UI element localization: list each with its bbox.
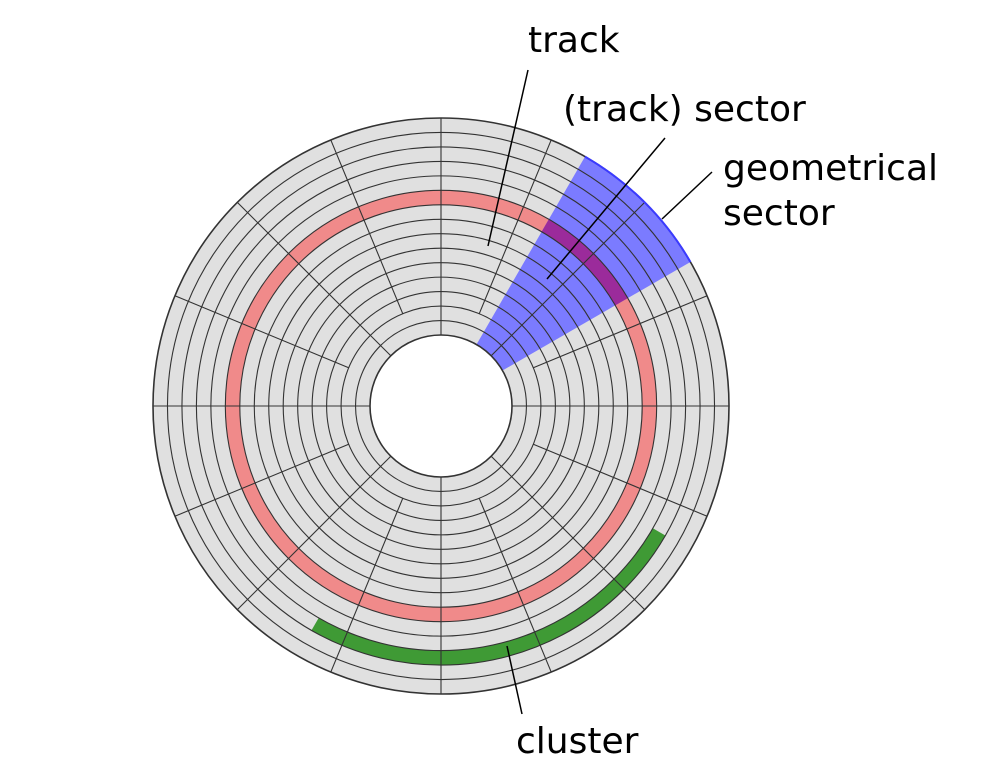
- sector-line-3: [478, 498, 552, 673]
- sector-line-1: [533, 443, 708, 517]
- geometrical-sector-border: [584, 155, 692, 263]
- track-circle-0: [369, 334, 513, 478]
- cluster-label: cluster: [516, 721, 639, 762]
- geometrical-sector-label-line2: sector: [723, 193, 835, 234]
- sector-line-10: [236, 201, 392, 357]
- sector-line-2: [490, 455, 646, 611]
- sector-line-11: [330, 139, 404, 314]
- sector-line-5: [330, 498, 404, 673]
- track-sector-leader-line: [546, 137, 666, 280]
- cluster-leader-line: [506, 645, 523, 715]
- geometrical-sector-leader-line: [661, 171, 713, 220]
- track-label: track: [528, 20, 620, 61]
- sector-line-14: [490, 201, 646, 357]
- sector-line-15: [533, 295, 708, 369]
- sector-line-9: [174, 295, 349, 369]
- disk-geometry: [152, 69, 730, 715]
- geometrical-sector-label-line1: geometrical: [723, 148, 939, 189]
- track-sector-label: (track) sector: [563, 89, 806, 130]
- sector-line-13: [478, 139, 552, 314]
- track-leader-line: [487, 69, 529, 247]
- sector-line-7: [174, 443, 349, 517]
- sector-line-6: [236, 455, 392, 611]
